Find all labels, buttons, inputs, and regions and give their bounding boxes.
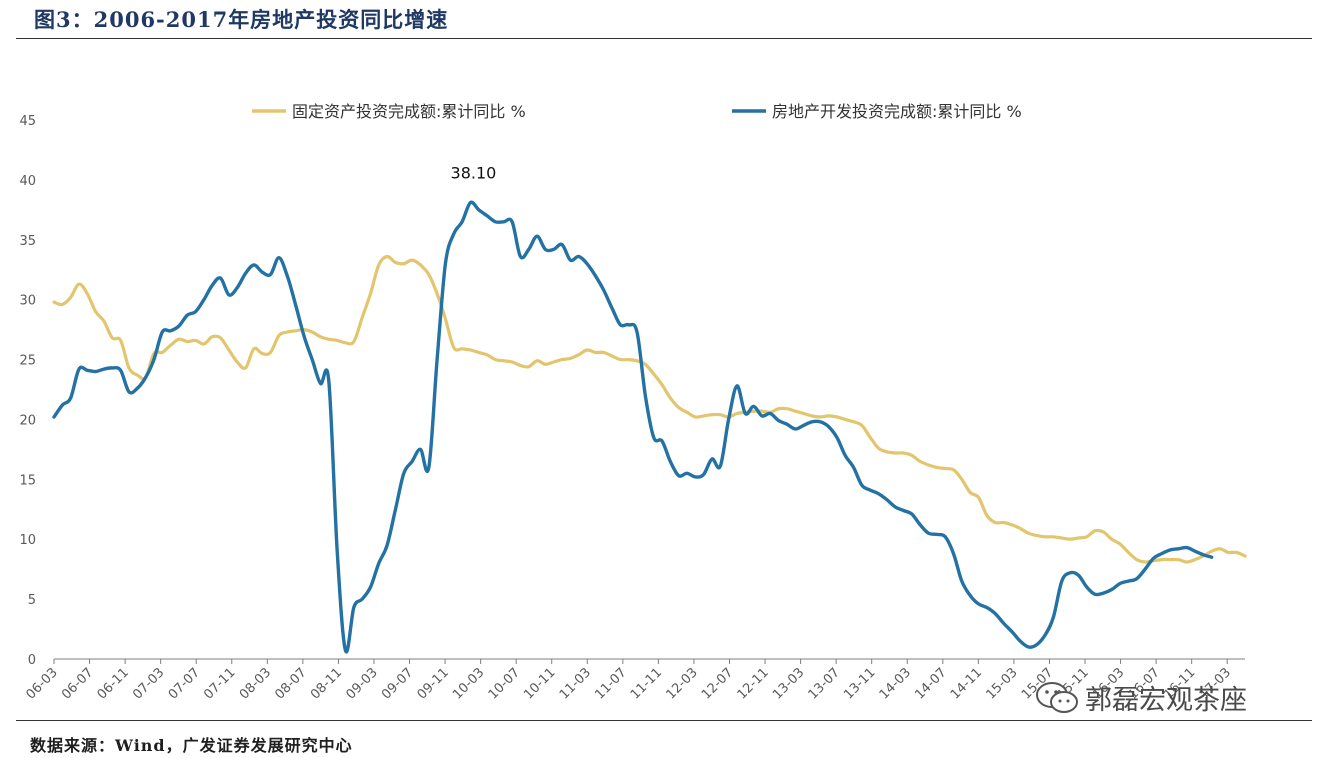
y-tick-label: 40 [19,174,36,189]
x-tick-label: 10-07 [486,665,523,702]
x-tick-label: 14-03 [877,665,914,702]
x-tick-label: 10-03 [450,665,487,702]
x-tick-label: 06-11 [95,665,132,702]
x-tick-label: 07-11 [201,665,238,702]
figure-title: 图3：2006-2017年房地产投资同比增速 [34,7,449,32]
y-tick-label: 45 [19,114,36,129]
x-tick-label: 12-11 [735,665,772,702]
x-tick-label: 08-11 [308,665,345,702]
x-tick-label: 06-03 [24,665,61,702]
y-tick-label: 35 [19,234,36,249]
y-tick-label: 30 [19,294,36,309]
x-tick-label: 07-07 [166,665,203,702]
y-axis: 0 5 10 15 20 25 30 35 40 45 [19,114,36,668]
x-tick-label: 08-07 [272,665,309,702]
legend: 固定资产投资完成额:累计同比 % 房地产开发投资完成额:累计同比 % [252,102,1022,121]
series-line-real-estate [52,200,1214,654]
x-tick-label: 12-03 [663,665,700,702]
bottom-rule [16,720,1312,721]
x-tick-label: 09-07 [379,665,416,702]
x-tick-label: 10-11 [521,665,558,702]
x-tick-label: 13-03 [770,665,807,702]
watermark: 郭磊宏观茶座 [1035,678,1247,717]
x-tick-label: 11-07 [592,665,629,702]
x-tick-label: 13-11 [841,665,878,702]
x-tick-label: 11-11 [628,665,665,702]
x-tick-label: 15-03 [983,665,1020,702]
x-tick-label: 09-03 [343,665,380,702]
legend-label: 固定资产投资完成额:累计同比 % [292,102,526,121]
x-tick-label: 14-07 [912,665,949,702]
x-tick-label: 14-11 [948,665,985,702]
x-tick-label: 06-07 [59,665,96,702]
source-note: 数据来源：Wind，广发证券发展研究中心 [30,736,353,755]
annotations: 38.10 8.50 [451,0,1250,183]
legend-label: 房地产开发投资完成额:累计同比 % [772,102,1022,121]
watermark-text: 郭磊宏观茶座 [1085,685,1247,716]
y-tick-label: 5 [28,593,36,608]
x-tick-label: 13-07 [806,665,843,702]
y-tick-label: 20 [19,413,36,428]
x-tick-label: 11-03 [557,665,594,702]
x-tick-label: 08-03 [237,665,274,702]
y-tick-label: 15 [19,473,36,488]
y-tick-label: 10 [19,533,36,548]
y-tick-label: 25 [19,354,36,369]
x-tick-label: 12-07 [699,665,736,702]
series-line-fixed-asset [52,254,1247,564]
series-layer [52,200,1247,654]
y-tick-label: 0 [28,653,36,668]
wechat-icon [1036,681,1078,713]
top-rule [16,38,1312,39]
data-label: 8.50 [1214,0,1250,4]
x-tick-label: 09-11 [415,665,452,702]
data-label: 38.10 [451,164,497,183]
x-tick-label: 07-03 [130,665,167,702]
